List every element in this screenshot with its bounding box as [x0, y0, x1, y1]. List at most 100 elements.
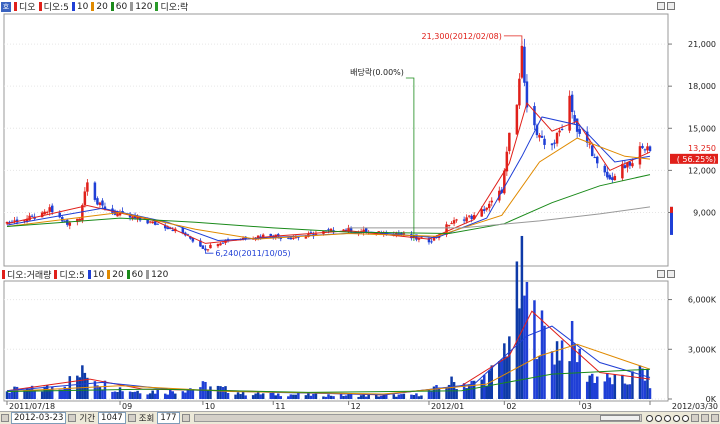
volume-legend-item[interactable]: 디오:5 — [54, 268, 85, 281]
candle-body[interactable] — [349, 227, 353, 233]
candle-body[interactable] — [169, 228, 172, 230]
volume-bar[interactable] — [349, 394, 353, 399]
candle-body[interactable] — [219, 243, 222, 246]
volume-bar[interactable] — [641, 368, 644, 399]
volume-bar[interactable] — [292, 394, 295, 399]
volume-bar[interactable] — [25, 387, 29, 399]
volume-bar[interactable] — [5, 391, 9, 399]
candle-body[interactable] — [78, 218, 82, 221]
candle-body[interactable] — [555, 132, 559, 144]
volume-bar[interactable] — [45, 385, 49, 399]
candle-body[interactable] — [8, 221, 11, 223]
price-legend-item[interactable]: 디오:락 — [155, 0, 188, 13]
candle-body[interactable] — [163, 225, 167, 229]
candle-body[interactable] — [83, 191, 87, 206]
candle-body[interactable] — [626, 162, 629, 168]
volume-bar[interactable] — [271, 391, 275, 399]
candle-body[interactable] — [362, 229, 365, 233]
candle-body[interactable] — [570, 94, 574, 112]
candle-body[interactable] — [550, 143, 554, 146]
volume-bar[interactable] — [420, 395, 423, 399]
candle-body[interactable] — [467, 215, 471, 217]
volume-bar[interactable] — [50, 386, 54, 399]
price-legend-item[interactable]: 20 — [91, 2, 108, 12]
volume-bar[interactable] — [590, 373, 594, 399]
volume-bar[interactable] — [525, 281, 529, 399]
candle-body[interactable] — [402, 233, 406, 235]
candle-body[interactable] — [472, 214, 476, 220]
volume-bar[interactable] — [588, 375, 591, 399]
candle-body[interactable] — [573, 115, 576, 122]
candle-body[interactable] — [186, 234, 190, 236]
candle-body[interactable] — [568, 95, 571, 131]
volume-bar[interactable] — [96, 385, 99, 399]
volume-bar[interactable] — [465, 388, 468, 399]
candle-body[interactable] — [482, 209, 486, 211]
volume-bar[interactable] — [603, 381, 607, 399]
candle-body[interactable] — [329, 228, 333, 232]
volume-bar[interactable] — [156, 389, 159, 399]
candle-body[interactable] — [30, 215, 34, 217]
candle-body[interactable] — [344, 229, 348, 231]
fit-icon[interactable] — [664, 414, 671, 422]
volume-bar[interactable] — [329, 395, 333, 399]
candle-body[interactable] — [648, 146, 652, 151]
volume-bar[interactable] — [359, 395, 363, 399]
volume-bar[interactable] — [206, 390, 210, 399]
volume-bar[interactable] — [269, 392, 272, 399]
candle-body[interactable] — [93, 182, 97, 200]
candle-body[interactable] — [45, 211, 49, 213]
volume-bar[interactable] — [28, 388, 31, 399]
volume-bar[interactable] — [297, 392, 300, 399]
volume-bar[interactable] — [437, 387, 441, 399]
volume-bar[interactable] — [138, 393, 142, 399]
volume-bar[interactable] — [520, 235, 524, 399]
candle-body[interactable] — [628, 161, 632, 166]
candle-body[interactable] — [58, 212, 61, 218]
candle-body[interactable] — [279, 237, 283, 239]
volume-bar[interactable] — [487, 370, 491, 399]
volume-ma-line-60[interactable] — [6, 368, 651, 393]
volume-bar[interactable] — [58, 389, 61, 399]
volume-bar[interactable] — [585, 381, 589, 399]
candle-body[interactable] — [292, 237, 295, 239]
volume-bar[interactable] — [379, 395, 383, 399]
candle-body[interactable] — [377, 231, 380, 233]
query-input[interactable]: 177 — [157, 412, 180, 424]
candle-body[interactable] — [206, 249, 210, 251]
print-icon[interactable] — [711, 414, 719, 422]
volume-bar[interactable] — [256, 391, 260, 399]
volume-bar[interactable] — [314, 393, 318, 399]
volume-bar[interactable] — [174, 393, 177, 399]
volume-bar[interactable] — [447, 384, 451, 399]
candle-body[interactable] — [417, 237, 421, 240]
volume-bar[interactable] — [81, 365, 84, 399]
candle-body[interactable] — [508, 132, 511, 152]
volume-bar[interactable] — [30, 385, 34, 399]
volume-legend-item[interactable]: 10 — [87, 270, 104, 280]
volume-bar[interactable] — [626, 384, 629, 399]
volume-bar[interactable] — [515, 261, 519, 399]
candle-body[interactable] — [68, 222, 72, 226]
candle-body[interactable] — [525, 81, 529, 108]
candle-body[interactable] — [181, 227, 185, 234]
candle-body[interactable] — [543, 138, 546, 145]
candle-body[interactable] — [209, 244, 212, 249]
volume-bar[interactable] — [221, 387, 225, 399]
candle-body[interactable] — [445, 224, 448, 235]
volume-bar[interactable] — [251, 395, 255, 399]
volume-bar[interactable] — [357, 396, 360, 399]
volume-bar[interactable] — [518, 308, 521, 399]
next-icon[interactable] — [682, 414, 689, 422]
candle-body[interactable] — [503, 170, 506, 194]
volume-bar[interactable] — [287, 396, 290, 399]
volume-bar[interactable] — [118, 387, 122, 399]
volume-bar[interactable] — [239, 394, 242, 399]
volume-bar[interactable] — [412, 394, 416, 399]
volume-bar[interactable] — [402, 393, 406, 399]
volume-bar[interactable] — [505, 356, 509, 399]
spin-icon[interactable] — [181, 414, 190, 422]
candle-body[interactable] — [364, 228, 368, 233]
volume-bar[interactable] — [189, 388, 192, 399]
candle-body[interactable] — [146, 219, 149, 224]
